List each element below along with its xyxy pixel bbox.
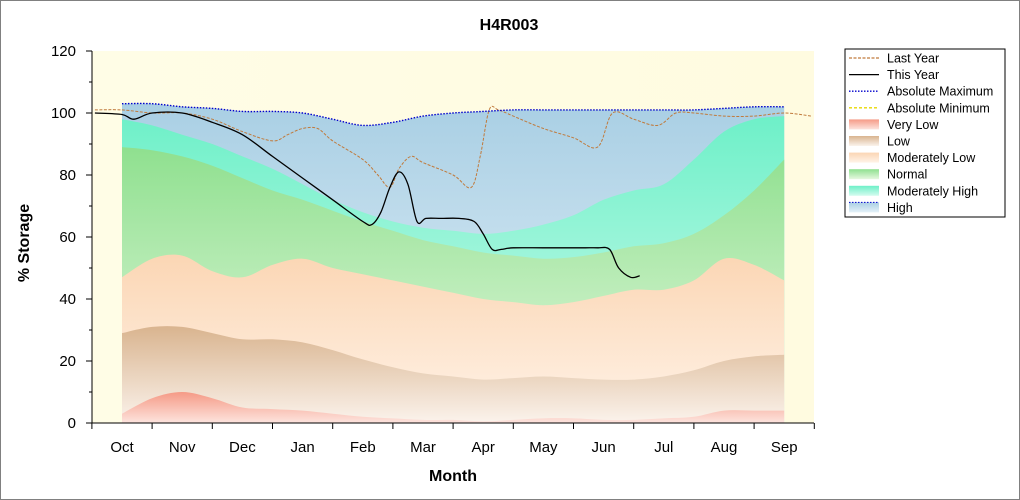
legend-label-moderately-high: Moderately High xyxy=(887,184,978,198)
x-axis-ticks: Oct Nov Dec Jan Feb Mar Apr May Jun Jul Aug Sep xyxy=(91,423,815,456)
legend-label-high: High xyxy=(887,201,913,215)
legend-swatch-moderately-low xyxy=(849,152,879,163)
legend-label-this-year: This Year xyxy=(887,68,939,82)
x-tick-label: Jan xyxy=(291,439,315,456)
legend-label-absolute-minimum: Absolute Minimum xyxy=(887,101,990,115)
y-tick-label: 60 xyxy=(59,229,76,246)
x-tick-label: Sep xyxy=(771,439,798,456)
last-year-line xyxy=(94,105,812,189)
chart-title: H4R003 xyxy=(480,17,539,34)
y-tick-label: 20 xyxy=(59,353,76,370)
legend-label-last-year: Last Year xyxy=(887,52,939,66)
legend-swatch-high xyxy=(849,202,879,213)
legend-swatch-low xyxy=(849,136,879,146)
legend-label-normal: Normal xyxy=(887,168,927,182)
legend-swatch-normal xyxy=(849,169,879,180)
this-year-line xyxy=(94,111,640,279)
legend-label-moderately-low: Moderately Low xyxy=(887,151,976,165)
x-tick-label: Apr xyxy=(472,439,495,456)
x-tick-label: Jul xyxy=(654,439,673,456)
x-axis-label: Month xyxy=(429,468,477,485)
y-tick-label: 80 xyxy=(59,167,76,184)
legend-label-low: Low xyxy=(887,135,911,149)
y-tick-label: 100 xyxy=(51,105,76,122)
x-tick-label: Jun xyxy=(592,439,616,456)
low-band xyxy=(122,326,785,423)
legend-swatch-very-low xyxy=(849,119,879,130)
x-tick-label: Dec xyxy=(229,439,256,456)
x-tick-label: Mar xyxy=(410,439,436,456)
x-tick-label: Aug xyxy=(711,439,738,456)
y-tick-label: 40 xyxy=(59,291,76,308)
percentile-bands xyxy=(122,103,785,423)
legend: Last Year This Year Absolute Maximum Absolu… xyxy=(844,48,1006,218)
y-tick-label: 0 xyxy=(68,415,76,432)
x-tick-label: Nov xyxy=(169,439,196,456)
legend-label-absolute-maximum: Absolute Maximum xyxy=(887,85,993,99)
y-axis-label: % Storage xyxy=(16,204,33,282)
very-low-band xyxy=(122,392,785,423)
y-tick-label: 120 xyxy=(51,43,76,60)
y-axis-ticks: 0 20 40 60 80 100 120 xyxy=(51,43,92,432)
legend-label-very-low: Very Low xyxy=(887,118,939,132)
x-tick-label: Feb xyxy=(350,439,376,456)
absolute-maximum-line xyxy=(121,102,785,127)
series-lines xyxy=(94,102,812,279)
x-tick-label: Oct xyxy=(110,439,134,456)
x-tick-label: May xyxy=(529,439,558,456)
legend-swatch-moderately-high xyxy=(849,185,879,196)
